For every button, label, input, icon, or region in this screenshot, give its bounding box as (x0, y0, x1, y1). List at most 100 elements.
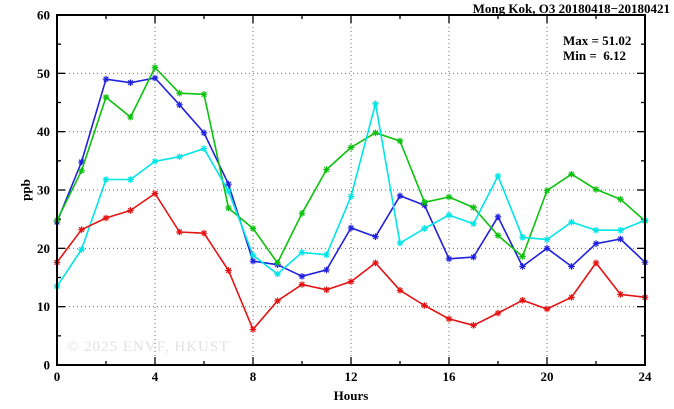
series-cyan-marker (102, 176, 110, 183)
x-tick-label: 12 (345, 369, 358, 384)
series-cyan-marker (323, 251, 330, 259)
series-red-marker (127, 207, 134, 214)
series-green-marker (102, 93, 110, 101)
series-blue-marker (592, 240, 600, 247)
y-tick-label: 10 (37, 299, 50, 314)
y-tick-label: 50 (37, 66, 50, 81)
x-tick-label: 16 (443, 369, 457, 384)
watermark: © 2025 ENVF, HKUST (67, 339, 230, 355)
series-red-marker (519, 296, 526, 304)
series-red-line (56, 192, 646, 331)
series-red-marker (372, 259, 379, 267)
series-green-marker (127, 113, 134, 121)
series-blue-marker (617, 235, 624, 243)
series-cyan-marker (494, 172, 502, 180)
series-cyan-marker (298, 249, 306, 256)
series-cyan-marker (200, 145, 208, 152)
series-blue-marker (494, 213, 502, 221)
series-cyan-marker (347, 193, 355, 200)
series-green-marker (592, 186, 600, 193)
series-blue-marker (127, 79, 134, 86)
series-blue-marker (543, 245, 551, 252)
series-cyan-marker (78, 246, 85, 253)
series-blue-marker (225, 180, 232, 188)
series-cyan-marker (470, 220, 477, 228)
series-green-marker (249, 225, 257, 232)
series-cyan-marker (372, 100, 379, 107)
series-red-marker (347, 278, 355, 285)
series-red-marker (396, 287, 404, 294)
series-cyan-marker (127, 176, 134, 183)
y-axis-label: ppb (18, 179, 33, 201)
x-tick-label: 8 (250, 369, 257, 384)
series-blue-marker (396, 192, 404, 200)
series-green-line (56, 66, 646, 264)
series-cyan-marker (396, 239, 404, 247)
y-tick-label: 30 (37, 183, 50, 198)
series-red-marker (421, 302, 428, 309)
series-red-marker (470, 322, 477, 329)
series-red-marker (176, 228, 183, 236)
series-green-marker (568, 170, 575, 178)
series-green-marker (78, 167, 85, 175)
max-min-annotation: Max = 51.02 Min = 6.12 (563, 33, 631, 63)
series-red-marker (617, 291, 624, 298)
series-cyan-marker (151, 158, 159, 165)
series-blue-marker (151, 74, 159, 82)
x-tick-label: 4 (152, 369, 159, 384)
series-red-marker (445, 315, 453, 323)
series-green-marker (617, 196, 624, 203)
series-red-marker (323, 286, 330, 294)
series-cyan-marker (568, 218, 575, 226)
series-green-marker (225, 204, 232, 212)
series-blue-marker (372, 233, 379, 240)
min-value-label: Min = 6.12 (563, 48, 627, 63)
series-blue-marker (470, 253, 477, 261)
series-red-marker (102, 214, 110, 222)
series-green-marker (445, 193, 453, 201)
series-green-marker (494, 232, 502, 239)
series-cyan-marker (617, 226, 624, 234)
series-green-marker (274, 259, 281, 267)
series-red-marker (298, 281, 306, 288)
series-cyan-marker (249, 252, 257, 259)
series-red-marker (249, 326, 257, 333)
x-tick-label: 0 (54, 369, 61, 384)
series-green-marker (151, 64, 159, 71)
series-red-marker (78, 226, 85, 233)
series-green-marker (396, 137, 404, 145)
y-tick-label: 60 (37, 8, 50, 23)
plot-frame (56, 14, 646, 366)
series-red-marker (494, 309, 502, 317)
series-green-marker (200, 91, 208, 98)
series-blue-marker (519, 263, 526, 270)
series-red-marker (225, 267, 232, 274)
series-green-marker (470, 204, 477, 211)
series-red-marker (543, 305, 551, 313)
series-blue-marker (445, 255, 453, 263)
series-green-marker (176, 89, 183, 97)
y-tick-label: 0 (44, 358, 51, 373)
series-green-marker (323, 166, 330, 173)
series-cyan-marker (543, 236, 551, 243)
series-blue-marker (78, 158, 85, 166)
series-green-marker (421, 198, 428, 206)
x-tick-label: 24 (639, 369, 653, 384)
y-tick-label: 40 (37, 124, 50, 139)
series-cyan-marker (519, 233, 526, 241)
series-cyan-marker (225, 187, 232, 195)
series-blue-marker (176, 101, 183, 109)
series-red-marker (274, 297, 281, 305)
series-green-marker (298, 210, 306, 217)
series-blue-marker (568, 263, 575, 270)
series-cyan-marker (421, 225, 428, 232)
series-green-marker (543, 187, 551, 194)
series-cyan-marker (592, 226, 600, 234)
series-cyan-marker (445, 211, 453, 219)
series-blue-marker (102, 75, 110, 83)
series-red-marker (151, 190, 159, 197)
series-red-marker (200, 229, 208, 237)
chart-title: Mong Kok, O3 20180418−20180421 (472, 1, 670, 16)
series-cyan-marker (176, 153, 183, 161)
